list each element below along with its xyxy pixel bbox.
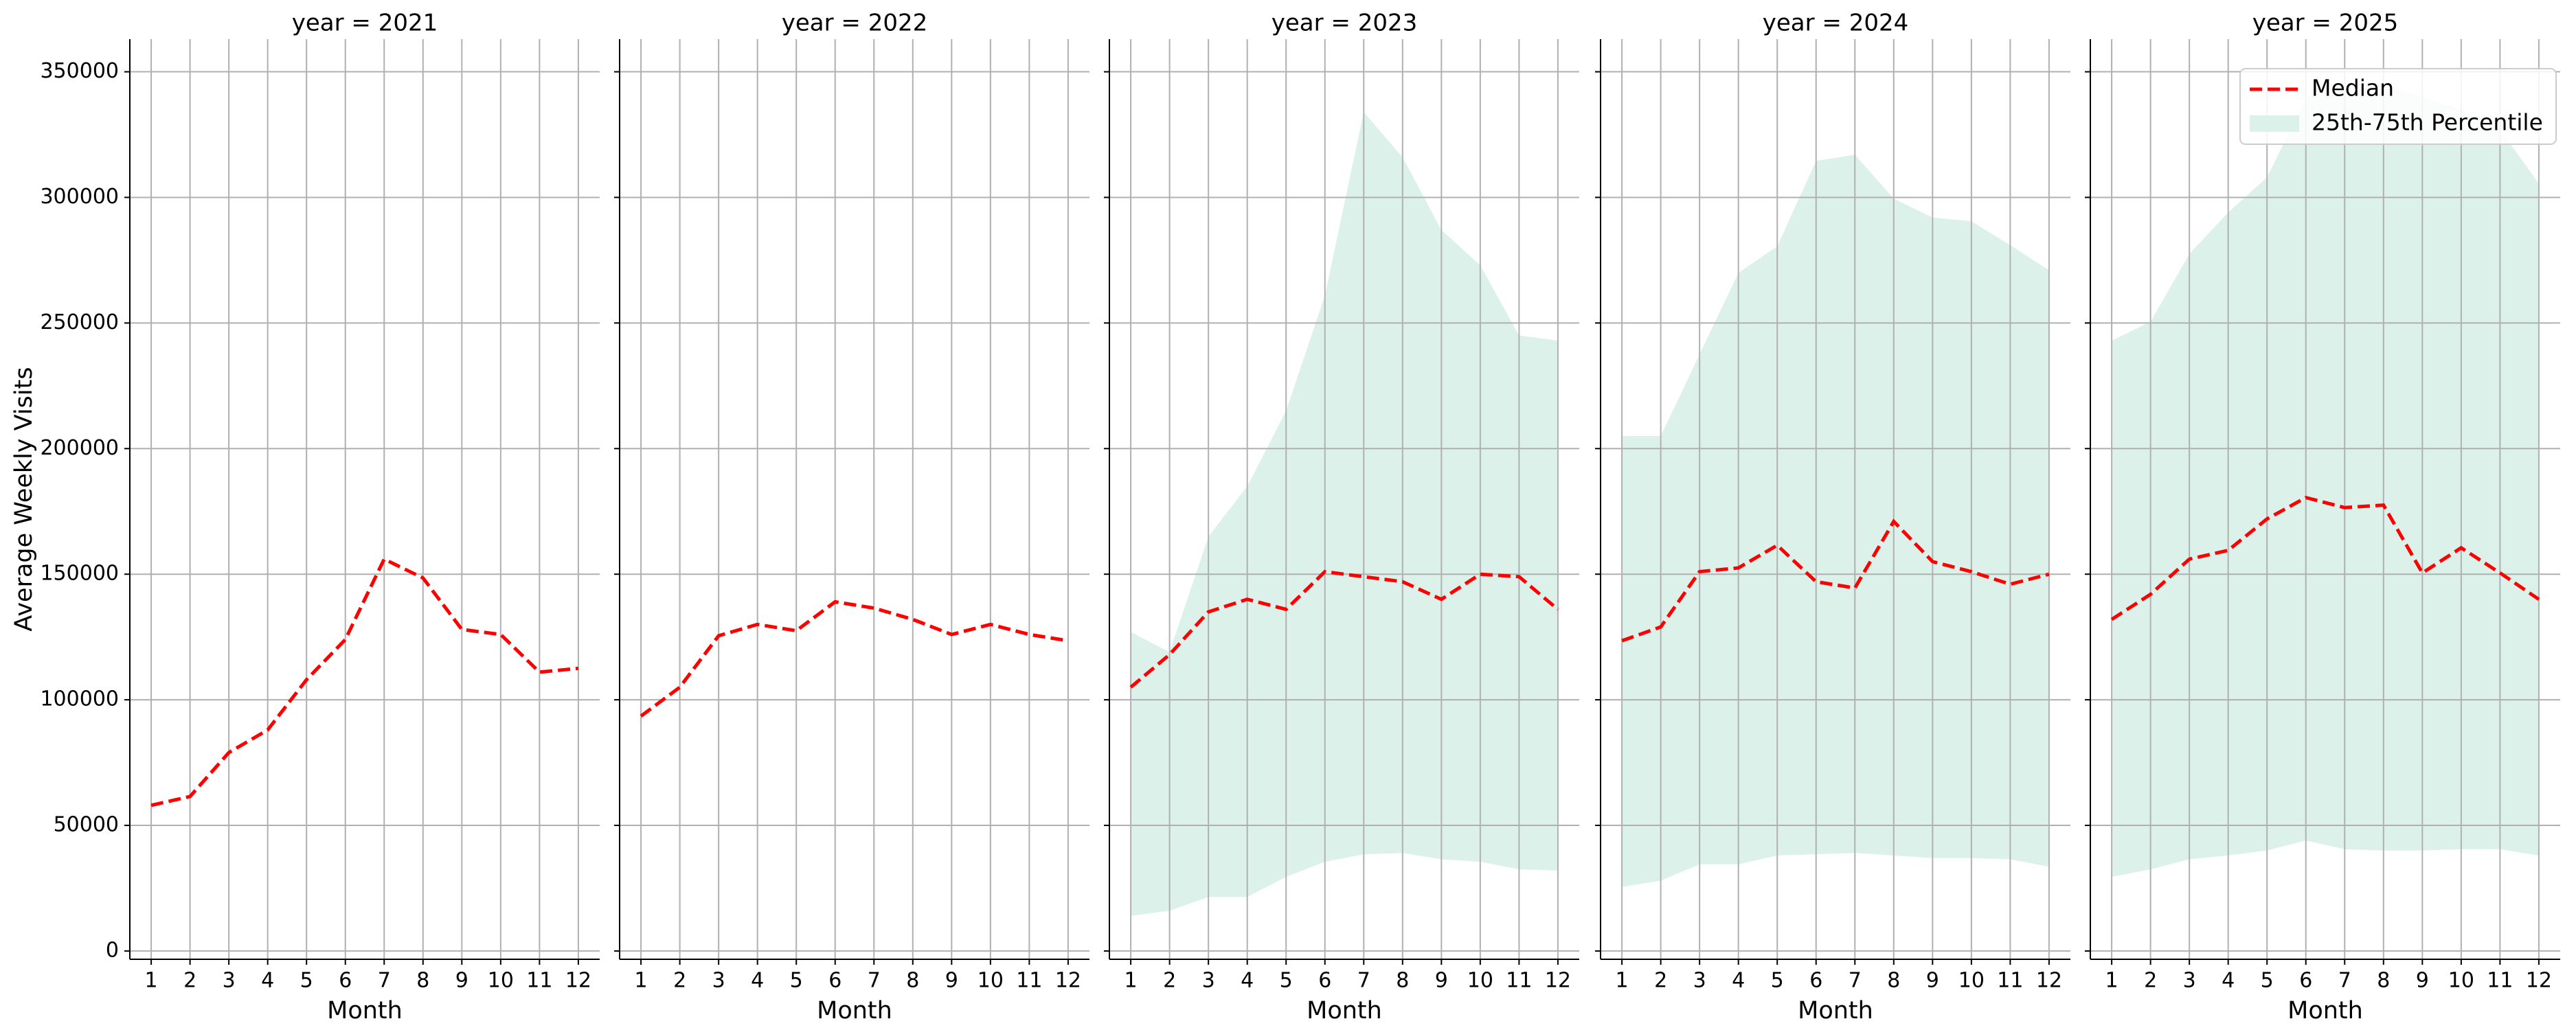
x-tick-label: 1 bbox=[1125, 969, 1138, 993]
x-tick-label: 8 bbox=[2377, 969, 2390, 993]
percentile-band bbox=[1131, 112, 1558, 916]
median-line bbox=[640, 599, 1069, 718]
legend-label: 25th-75th Percentile bbox=[2312, 109, 2543, 136]
x-tick-label: 6 bbox=[2299, 969, 2312, 993]
x-tick-label: 9 bbox=[945, 969, 958, 993]
x-tick-label: 11 bbox=[1997, 969, 2023, 993]
x-tick-label: 10 bbox=[1467, 969, 1493, 993]
x-tick-label: 7 bbox=[1357, 969, 1370, 993]
x-tick-label: 12 bbox=[2526, 969, 2552, 993]
x-tick-label: 2 bbox=[1163, 969, 1176, 993]
percentile-band bbox=[1622, 154, 2049, 887]
facet-title: year = 2022 bbox=[782, 10, 927, 37]
y-tick-label: 250000 bbox=[40, 310, 119, 334]
x-tick-label: 3 bbox=[2183, 969, 2196, 993]
x-tick-label: 10 bbox=[1958, 969, 1985, 993]
facet: 1 2 3 4 5 6 7 8 9 10 11 120500001000001500002000002… bbox=[10, 10, 600, 1025]
x-tick-label: 8 bbox=[1887, 969, 1900, 993]
x-tick-label: 6 bbox=[828, 969, 841, 993]
x-tick-label: 6 bbox=[1318, 969, 1331, 993]
x-tick-label: 7 bbox=[868, 969, 881, 993]
x-tick-label: 6 bbox=[1809, 969, 1822, 993]
x-tick-label: 5 bbox=[790, 969, 803, 993]
x-axis-label: Month bbox=[1798, 997, 1873, 1025]
x-axis-label: Month bbox=[1307, 997, 1382, 1025]
median-line bbox=[1621, 518, 2050, 643]
y-tick-label: 50000 bbox=[54, 813, 119, 837]
y-tick-label: 200000 bbox=[40, 436, 119, 460]
x-tick-label: 11 bbox=[2487, 969, 2513, 993]
x-tick-label: 1 bbox=[1616, 969, 1629, 993]
facet-title: year = 2025 bbox=[2252, 10, 2398, 37]
x-tick-label: 10 bbox=[2448, 969, 2474, 993]
x-tick-label: 12 bbox=[1545, 969, 1571, 993]
x-tick-label: 4 bbox=[1732, 969, 1745, 993]
x-tick-label: 2 bbox=[183, 969, 196, 993]
legend-box bbox=[2239, 68, 2557, 145]
x-tick-label: 11 bbox=[1506, 969, 1532, 993]
x-tick-label: 7 bbox=[378, 969, 391, 993]
legend-label: Median bbox=[2312, 75, 2394, 102]
x-tick-label: 4 bbox=[751, 969, 764, 993]
median-line bbox=[1129, 569, 1559, 689]
x-tick-label: 7 bbox=[2338, 969, 2351, 993]
x-tick-label: 5 bbox=[1280, 969, 1293, 993]
x-tick-label: 5 bbox=[300, 969, 313, 993]
x-tick-label: 8 bbox=[1396, 969, 1409, 993]
x-tick-label: 11 bbox=[526, 969, 552, 993]
x-tick-label: 2 bbox=[1654, 969, 1667, 993]
legend-swatch bbox=[2250, 115, 2299, 132]
x-tick-label: 3 bbox=[712, 969, 725, 993]
x-tick-label: 9 bbox=[1435, 969, 1448, 993]
x-tick-label: 1 bbox=[2105, 969, 2119, 993]
y-tick-label: 150000 bbox=[40, 562, 119, 586]
x-tick-label: 2 bbox=[673, 969, 686, 993]
x-tick-label: 4 bbox=[2222, 969, 2235, 993]
facet-title: year = 2024 bbox=[1763, 10, 1908, 37]
x-tick-label: 5 bbox=[1771, 969, 1784, 993]
y-tick-label: 350000 bbox=[40, 59, 119, 83]
x-tick-label: 8 bbox=[416, 969, 429, 993]
facet-title: year = 2023 bbox=[1272, 10, 1417, 37]
x-tick-label: 1 bbox=[635, 969, 648, 993]
x-tick-label: 10 bbox=[488, 969, 514, 993]
y-tick-label: 100000 bbox=[40, 687, 119, 711]
x-tick-label: 9 bbox=[1926, 969, 1939, 993]
x-tick-label: 12 bbox=[1055, 969, 1081, 993]
y-axis-label: Average Weekly Visits bbox=[10, 367, 38, 631]
x-tick-label: 6 bbox=[339, 969, 352, 993]
x-tick-label: 9 bbox=[455, 969, 468, 993]
x-tick-label: 10 bbox=[978, 969, 1004, 993]
x-tick-label: 1 bbox=[145, 969, 158, 993]
x-tick-label: 3 bbox=[1693, 969, 1706, 993]
x-tick-label: 3 bbox=[1202, 969, 1215, 993]
x-tick-label: 5 bbox=[2261, 969, 2274, 993]
x-axis-label: Month bbox=[2287, 997, 2363, 1025]
x-tick-label: 2 bbox=[2144, 969, 2157, 993]
y-tick-label: 0 bbox=[106, 938, 119, 962]
x-tick-label: 12 bbox=[565, 969, 591, 993]
x-tick-label: 12 bbox=[2036, 969, 2062, 993]
percentile-band bbox=[2112, 82, 2539, 878]
x-tick-label: 3 bbox=[223, 969, 236, 993]
x-tick-label: 9 bbox=[2416, 969, 2429, 993]
x-tick-label: 4 bbox=[1241, 969, 1254, 993]
x-tick-label: 4 bbox=[261, 969, 274, 993]
x-tick-label: 7 bbox=[1849, 969, 1862, 993]
x-tick-label: 8 bbox=[906, 969, 919, 993]
x-tick-label: 11 bbox=[1016, 969, 1042, 993]
y-tick-label: 300000 bbox=[40, 185, 119, 209]
median-line bbox=[150, 556, 579, 808]
facet-title: year = 2021 bbox=[292, 10, 438, 37]
median-line bbox=[2110, 495, 2540, 621]
x-axis-label: Month bbox=[327, 997, 403, 1025]
x-axis-label: Month bbox=[817, 997, 892, 1025]
